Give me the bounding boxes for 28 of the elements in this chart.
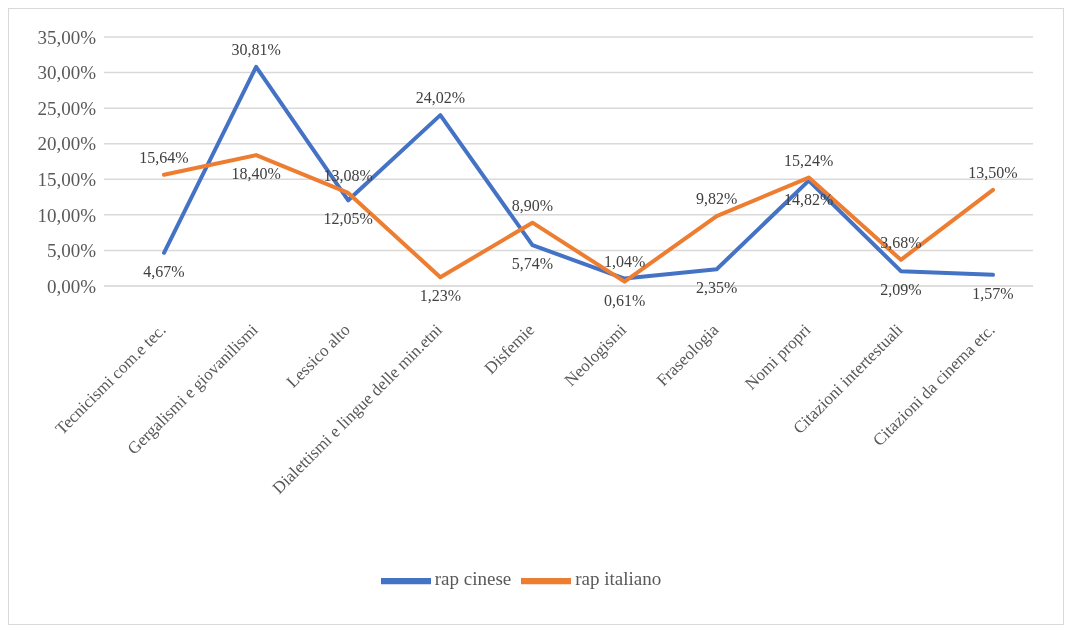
data-label: 1,57% — [972, 284, 1014, 302]
y-tick-label: 35,00% — [37, 26, 97, 48]
data-label: 2,35% — [696, 279, 738, 297]
data-label: 13,50% — [968, 163, 1018, 181]
data-label: 0,61% — [603, 291, 646, 309]
data-label: 15,64% — [139, 148, 189, 166]
y-tick-label: 20,00% — [37, 133, 97, 155]
data-label: 30,81% — [231, 40, 281, 58]
data-label: 24,02% — [415, 89, 465, 107]
y-tick-label: 10,00% — [37, 204, 97, 226]
legend-label: rap cinese — [434, 568, 512, 590]
y-tick-label: 5,00% — [46, 240, 97, 262]
data-label: 2,09% — [880, 281, 922, 299]
data-label: 1,23% — [419, 287, 461, 305]
data-label: 8,90% — [511, 196, 554, 214]
data-label: 9,82% — [696, 190, 738, 208]
y-tick-label: 25,00% — [37, 97, 97, 119]
data-label: 4,67% — [143, 262, 185, 280]
y-tick-label: 30,00% — [37, 62, 97, 84]
data-label: 18,40% — [231, 165, 281, 183]
data-label: 3,68% — [880, 233, 922, 251]
data-label: 1,04% — [603, 252, 646, 270]
data-label: 12,05% — [323, 210, 373, 228]
y-tick-label: 0,00% — [46, 275, 97, 297]
data-label: 15,24% — [784, 151, 834, 169]
y-tick-label: 15,00% — [37, 169, 97, 191]
data-label: 5,74% — [511, 255, 554, 273]
legend-label: rap italiano — [575, 568, 662, 590]
